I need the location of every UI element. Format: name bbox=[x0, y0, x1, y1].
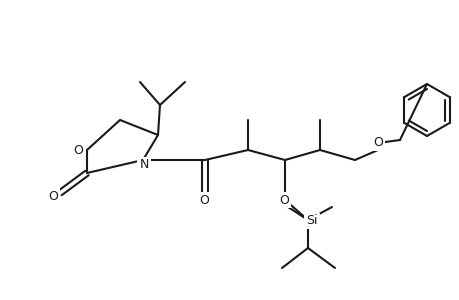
Text: O: O bbox=[372, 136, 382, 149]
Text: N: N bbox=[139, 158, 148, 172]
Text: O: O bbox=[199, 194, 208, 206]
Text: Si: Si bbox=[306, 214, 317, 227]
Text: O: O bbox=[48, 190, 58, 202]
Text: O: O bbox=[73, 143, 83, 157]
Text: O: O bbox=[279, 194, 288, 206]
